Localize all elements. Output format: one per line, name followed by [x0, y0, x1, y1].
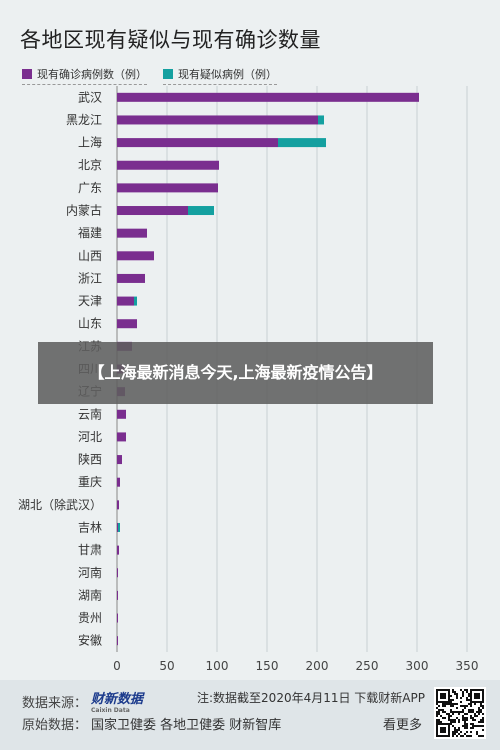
bar-suspected [188, 206, 214, 216]
x-tick-label: 200 [306, 659, 329, 673]
date-note: 注:数据截至2020年4月11日 下载财新APP [197, 691, 425, 705]
category-label: 北京 [78, 158, 102, 172]
bar-suspected [134, 296, 137, 306]
bar-confirmed [117, 115, 318, 125]
source-brand-logo[interactable]: 财新数据 Caixin Data [91, 688, 143, 714]
bar-confirmed [117, 477, 120, 487]
category-label: 重庆 [78, 475, 102, 489]
qr-code-icon[interactable] [434, 687, 486, 739]
legend-label-suspected: 现有疑似病例（例） [178, 67, 277, 81]
bar-confirmed [117, 590, 118, 600]
category-label: 陕西 [78, 452, 102, 467]
bar-confirmed [117, 545, 119, 555]
category-label: 河北 [78, 430, 102, 444]
category-label: 山东 [78, 317, 102, 331]
source-label: 数据来源： [22, 695, 88, 711]
bar-suspected [318, 115, 324, 125]
legend-item-confirmed: 现有确诊病例数（例） [22, 66, 147, 85]
bar-confirmed [117, 251, 154, 261]
source-brand: 财新数据 [91, 692, 144, 707]
legend-swatch-confirmed [22, 68, 32, 79]
bar-confirmed [117, 432, 126, 442]
bar-confirmed [117, 409, 126, 419]
bar-confirmed [117, 183, 218, 193]
bar-confirmed [117, 228, 147, 238]
category-label: 内蒙古 [66, 203, 102, 218]
x-tick-label: 300 [406, 659, 429, 673]
legend: 现有确诊病例数（例） 现有疑似病例（例） [22, 66, 277, 85]
category-label: 山西 [78, 249, 102, 263]
legend-label-confirmed: 现有确诊病例数（例） [37, 67, 147, 81]
category-label: 黑龙江 [66, 113, 102, 127]
bar-suspected [278, 138, 326, 148]
source-row: 数据来源： 财新数据 Caixin Data [22, 688, 143, 714]
category-label: 上海 [78, 135, 102, 150]
qr-code-pattern [436, 689, 484, 737]
x-tick-label: 250 [356, 659, 379, 673]
source-brand-sub: Caixin Data [91, 707, 130, 714]
category-label: 广东 [78, 181, 102, 195]
legend-item-suspected: 现有疑似病例（例） [163, 66, 277, 85]
bar-confirmed [117, 613, 118, 623]
category-label: 贵州 [78, 611, 102, 625]
category-label: 吉林 [78, 520, 102, 534]
x-tick-label: 50 [159, 659, 174, 673]
bar-confirmed [117, 636, 118, 646]
footer [0, 680, 500, 750]
x-tick-label: 0 [113, 659, 121, 673]
bar-confirmed [117, 500, 119, 510]
raw-data-label: 原始数据： [22, 718, 88, 733]
bar-confirmed [117, 319, 137, 329]
chart-title: 各地区现有疑似与现有确诊数量 [20, 28, 321, 52]
legend-swatch-suspected [163, 68, 173, 79]
bar-confirmed [117, 273, 145, 283]
headline-banner[interactable]: 【上海最新消息今天,上海最新疫情公告】 [38, 342, 433, 404]
watch-more-link[interactable]: 看更多 [383, 718, 423, 733]
bar-confirmed [117, 568, 118, 578]
raw-data-row: 原始数据： 国家卫健委 各地卫健委 财新智库 [22, 714, 281, 733]
category-label: 浙江 [78, 271, 102, 285]
bar-confirmed [117, 138, 278, 148]
category-label: 河南 [78, 565, 102, 580]
raw-data-sources: 国家卫健委 各地卫健委 财新智库 [91, 718, 282, 733]
category-label: 甘肃 [78, 543, 102, 557]
category-label: 天津 [78, 294, 102, 308]
bar-confirmed [117, 455, 122, 465]
x-tick-label: 100 [206, 659, 229, 673]
bar-confirmed [117, 92, 419, 102]
bar-confirmed [117, 160, 219, 170]
bar-confirmed [117, 296, 134, 306]
bar-confirmed [117, 206, 188, 216]
category-label: 福建 [78, 225, 102, 240]
bar-chart: 0 50 100 150 200 250 300 350 武汉黑龙江上海北京广东内蒙古福建山西浙… [18, 86, 479, 673]
x-tick-label: 150 [256, 659, 279, 673]
category-label: 武汉 [78, 90, 102, 104]
category-label: 安徽 [78, 633, 102, 648]
category-label: 云南 [78, 406, 102, 421]
category-label: 湖北（除武汉） [18, 497, 102, 512]
category-label: 湖南 [78, 587, 102, 602]
bar-confirmed [117, 522, 118, 532]
x-tick-label: 350 [456, 659, 479, 673]
bar-suspected [118, 522, 120, 532]
